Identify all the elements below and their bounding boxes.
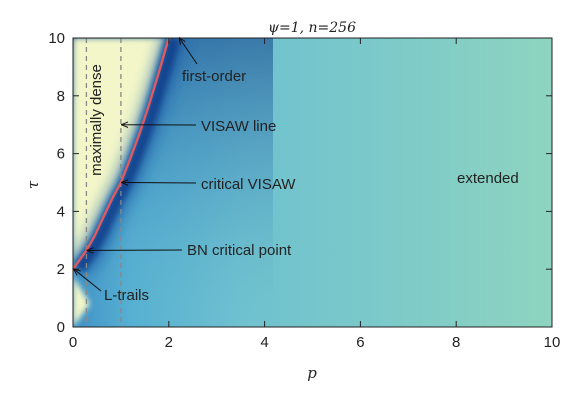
chart-title: ψ=1, n=256 bbox=[268, 20, 356, 36]
x-tick-label-3: 6 bbox=[356, 334, 364, 351]
first-order-label: first-order bbox=[182, 68, 246, 85]
y-tick-label-2: 4 bbox=[57, 203, 65, 220]
y-tick-label-4: 8 bbox=[57, 88, 65, 105]
first-order-arrow bbox=[179, 38, 198, 65]
extended-label: extended bbox=[457, 170, 519, 187]
x-ticks: 0 2 4 6 8 10 bbox=[69, 38, 561, 351]
y-tick-label-5: 10 bbox=[48, 30, 65, 47]
x-tick-label-5: 10 bbox=[544, 334, 561, 351]
transition-line bbox=[72, 37, 170, 270]
y-tick-label-3: 6 bbox=[57, 146, 65, 163]
plot-frame bbox=[72, 37, 553, 328]
critical-visaw-label: critical VISAW bbox=[201, 176, 296, 193]
x-tick-label-2: 4 bbox=[260, 334, 268, 351]
x-tick-label-4: 8 bbox=[452, 334, 460, 351]
x-tick-label-1: 2 bbox=[165, 334, 173, 351]
maximally-dense-label: maximally dense bbox=[88, 64, 105, 176]
x-tick-label-0: 0 bbox=[69, 334, 77, 351]
y-tick-label-0: 0 bbox=[57, 319, 65, 336]
bn-critical-point-label: BN critical point bbox=[187, 242, 292, 259]
annotation-arrows bbox=[74, 38, 198, 292]
y-ticks: 0 2 4 6 8 10 bbox=[48, 30, 552, 336]
y-axis-label: τ bbox=[24, 180, 42, 189]
visaw-line-label: VISAW line bbox=[201, 118, 276, 135]
y-tick-label-1: 2 bbox=[57, 261, 65, 278]
x-axis-label: p bbox=[307, 364, 317, 382]
l-trails-arrow bbox=[74, 269, 102, 292]
critical-visaw-arrow bbox=[122, 183, 197, 184]
l-trails-label: L-trails bbox=[104, 287, 149, 304]
